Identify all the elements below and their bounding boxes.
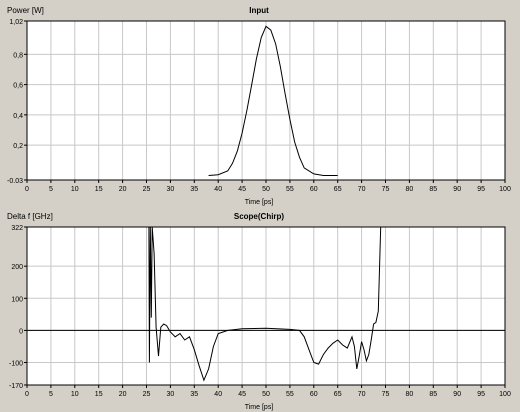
input-x-tick-label: 85 — [429, 186, 437, 193]
chirp-y-tick-label: 100 — [11, 296, 23, 303]
input-x-tick-label: 65 — [334, 186, 342, 193]
chirp-x-tick-label: 20 — [119, 391, 127, 398]
input-x-axis-label: Time [ps] — [245, 199, 274, 206]
chirp-x-tick-label: 75 — [382, 391, 390, 398]
chirp-x-tick-label: 5 — [49, 391, 53, 398]
input-x-tick-label: 30 — [167, 186, 175, 193]
chirp-x-tick-label: 25 — [143, 391, 151, 398]
chirp-grid — [26, 226, 506, 386]
chirp-y-tick-label: -100 — [9, 361, 23, 368]
input-x-tick-label: 50 — [262, 186, 270, 193]
input-chart: Power [W] Input Time [ps] 0 5 10 15 20 25 30 35… — [7, 6, 511, 206]
chirp-series-line — [148, 227, 384, 382]
input-y-tick-label: -0.03 — [7, 178, 23, 185]
input-x-tick-label: 25 — [143, 186, 151, 193]
input-x-tick-label: 0 — [25, 186, 29, 193]
chirp-x-tick-label: 95 — [477, 391, 485, 398]
input-y-tick-label: 0,6 — [13, 83, 23, 90]
chirp-chart: Delta f [GHz] Scope(Chirp) Time [ps] 0 5 1… — [7, 212, 511, 411]
chirp-x-tick-label: 30 — [167, 391, 175, 398]
chirp-x-tick-label: 80 — [406, 391, 414, 398]
input-x-tick-label: 20 — [119, 186, 127, 193]
input-x-tick-label: 80 — [406, 186, 414, 193]
input-x-tick-label: 55 — [286, 186, 294, 193]
input-x-tick-label: 5 — [49, 186, 53, 193]
input-x-tick-label: 45 — [238, 186, 246, 193]
chirp-x-axis-label: Time [ps] — [245, 404, 274, 411]
chirp-y-tick-label: -170 — [9, 383, 23, 390]
input-grid — [26, 20, 506, 181]
input-y-axis-label: Power [W] — [7, 6, 44, 15]
chirp-x-tick-label: 90 — [453, 391, 461, 398]
chirp-x-tick-label: 0 — [25, 391, 29, 398]
input-y-tick-label: 0,8 — [13, 52, 23, 59]
input-x-tick-label: 60 — [310, 186, 318, 193]
input-x-tick-label: 70 — [358, 186, 366, 193]
input-y-tick-label: 0,2 — [13, 143, 23, 150]
chirp-x-tick-label: 15 — [95, 391, 103, 398]
chirp-y-tick-label: 200 — [11, 264, 23, 271]
chirp-y-axis-label: Delta f [GHz] — [7, 212, 53, 221]
input-x-tick-label: 40 — [214, 186, 222, 193]
chirp-x-tick-label: 55 — [286, 391, 294, 398]
input-x-tick-label: 35 — [190, 186, 198, 193]
chirp-x-tick-label: 35 — [190, 391, 198, 398]
input-x-tick-label: 15 — [95, 186, 103, 193]
chirp-y-tick-label: 322 — [11, 225, 23, 232]
chirp-x-tick-label: 40 — [214, 391, 222, 398]
input-x-tick-label: 90 — [453, 186, 461, 193]
chirp-x-tick-label: 45 — [238, 391, 246, 398]
chirp-x-tick-label: 60 — [310, 391, 318, 398]
input-chart-title: Input — [249, 6, 269, 15]
chirp-x-tick-label: 50 — [262, 391, 270, 398]
chirp-x-tick-label: 70 — [358, 391, 366, 398]
input-plot-area: 0 5 10 15 20 25 30 35 40 45 50 55 60 65 70 75 80 85 90 95 10… — [7, 19, 511, 193]
chirp-plot-area: 0 5 10 15 20 25 30 35 40 45 50 55 60 65 70 75 80 85 90 95 10… — [9, 225, 511, 398]
input-x-tick-label: 75 — [382, 186, 390, 193]
input-y-tick-label: 1,02 — [9, 19, 23, 26]
input-y-tick-label: 0,4 — [13, 113, 23, 120]
chirp-chart-title: Scope(Chirp) — [234, 212, 285, 221]
chirp-x-tick-label: 100 — [499, 391, 511, 398]
input-x-tick-label: 95 — [477, 186, 485, 193]
input-x-tick-label: 100 — [499, 186, 511, 193]
chirp-y-tick-label: 0 — [19, 328, 23, 335]
chirp-x-tick-label: 10 — [71, 391, 79, 398]
input-x-tick-label: 10 — [71, 186, 79, 193]
chirp-x-tick-label: 65 — [334, 391, 342, 398]
input-series-line — [208, 25, 338, 176]
chirp-x-tick-label: 85 — [429, 391, 437, 398]
